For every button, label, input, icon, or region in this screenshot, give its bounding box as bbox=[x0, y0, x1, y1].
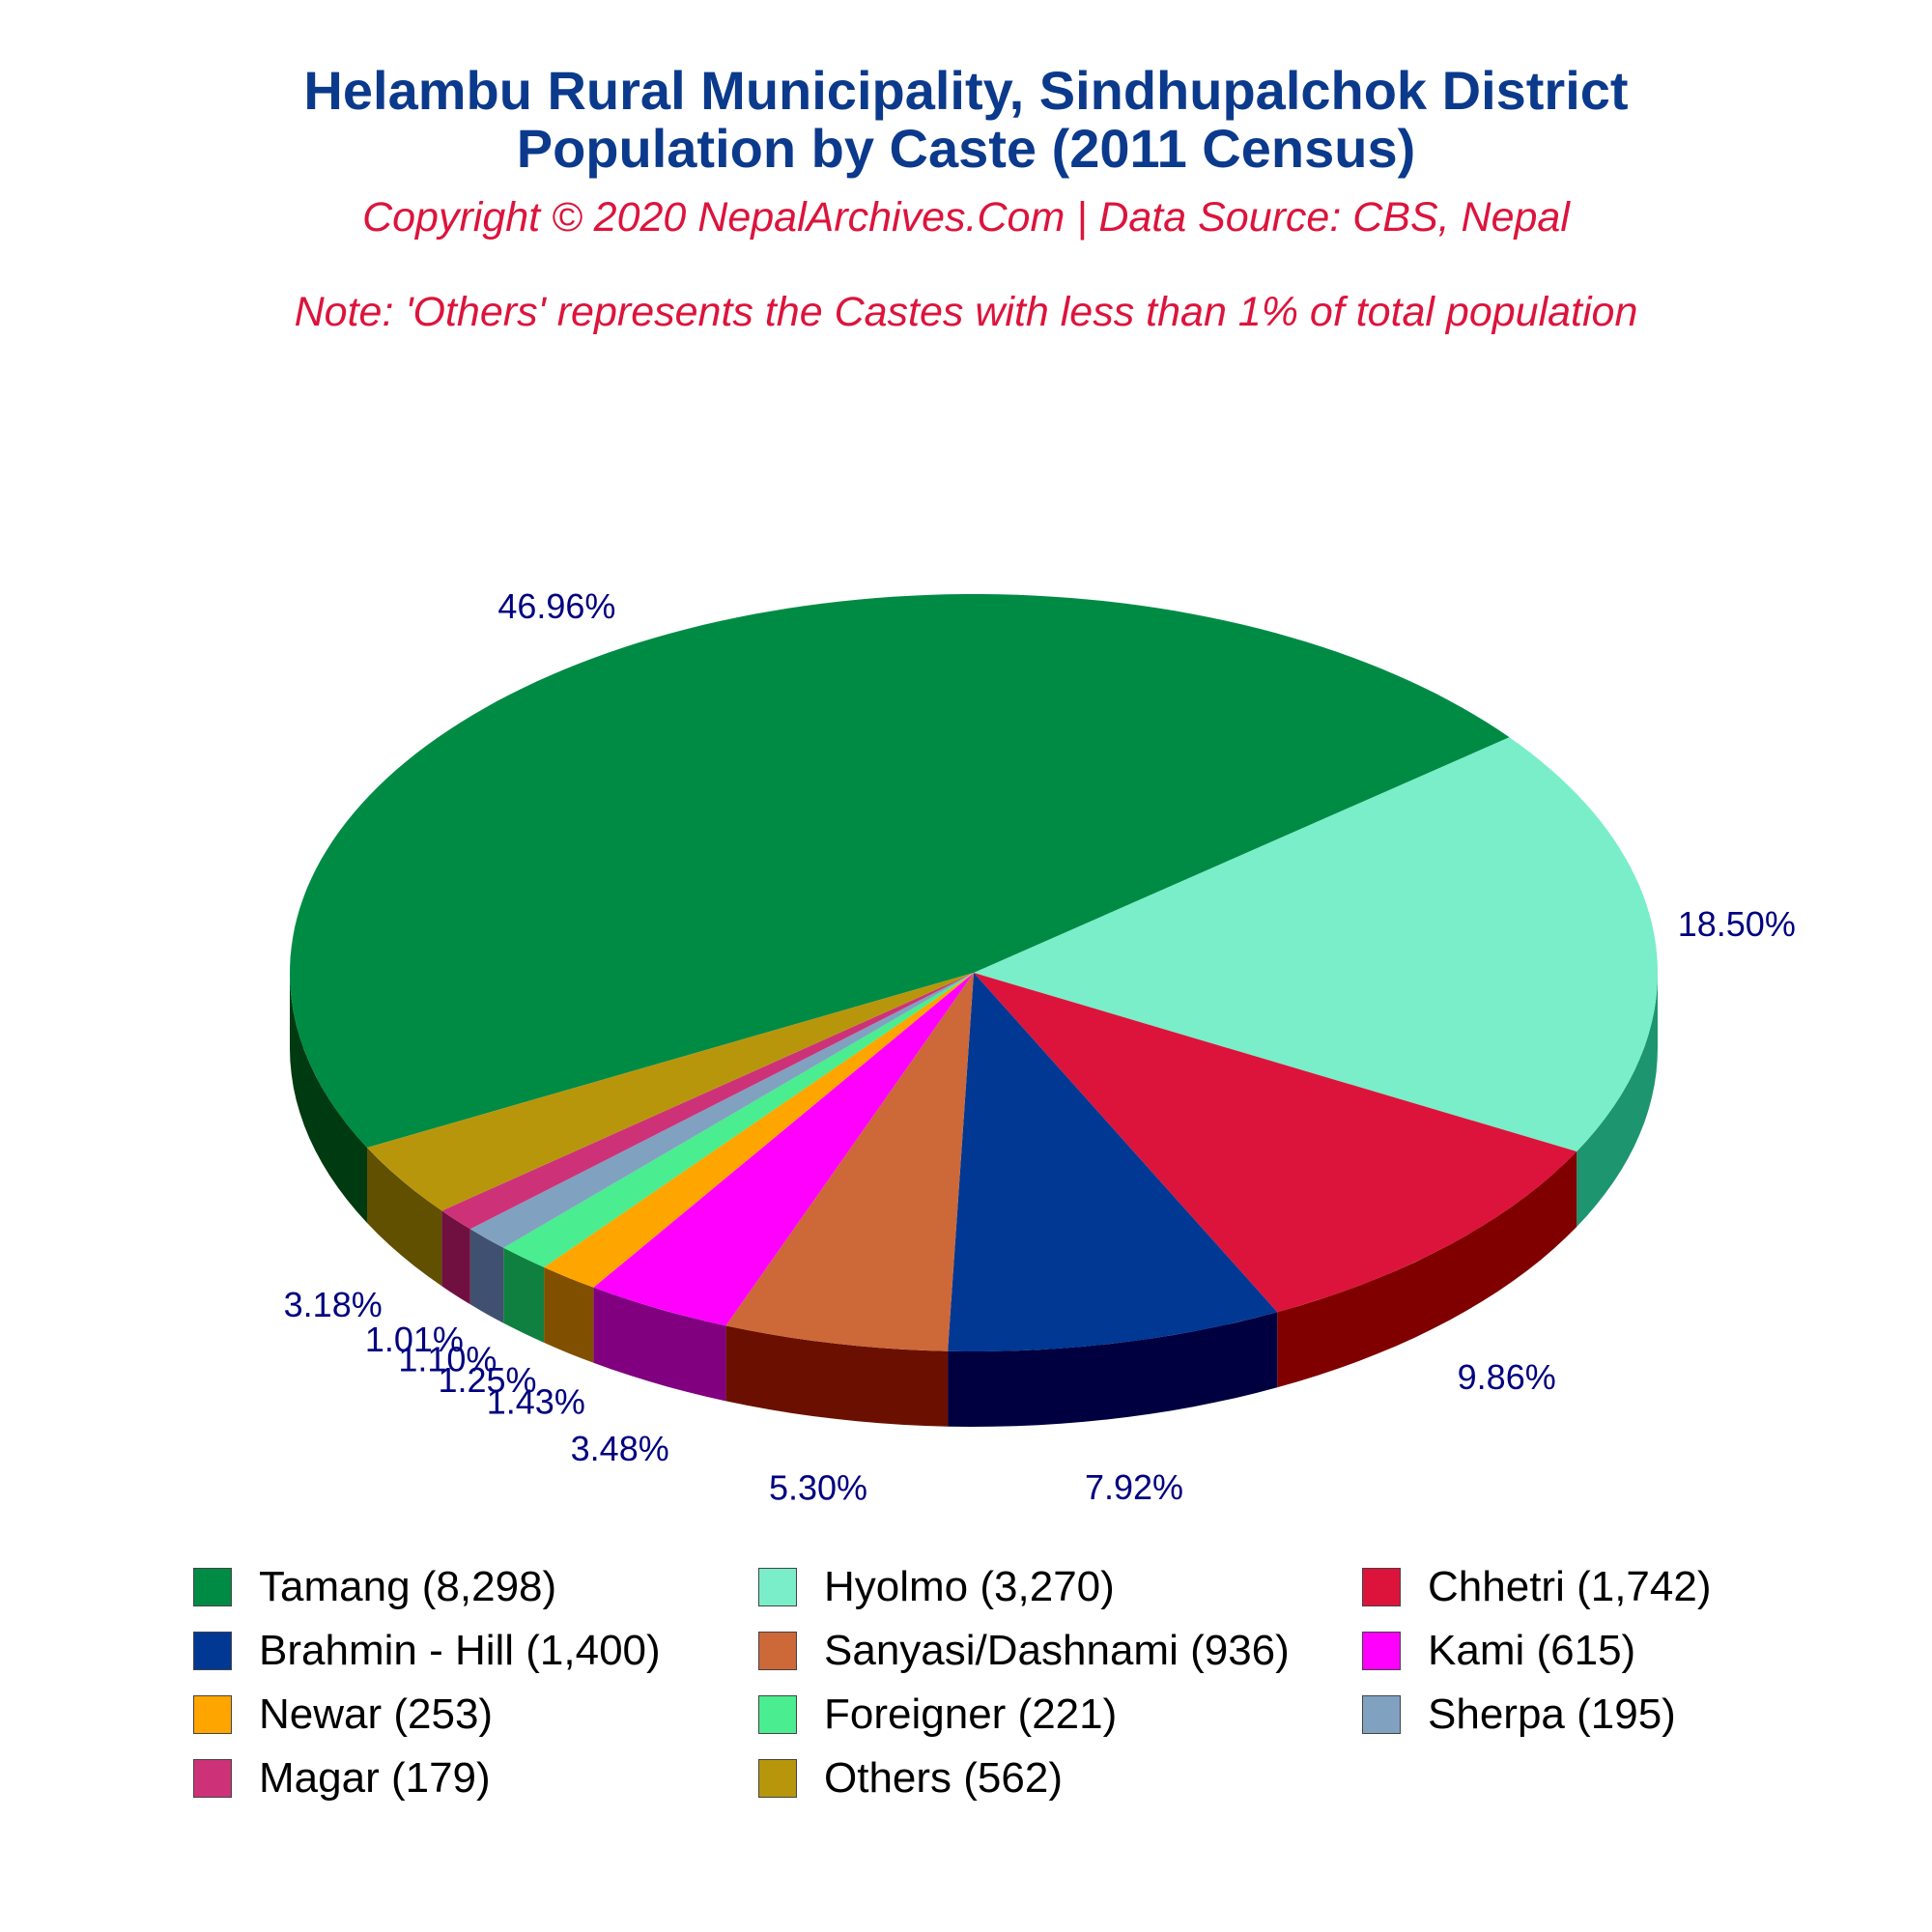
pie-side-sanyasi-dashnami bbox=[725, 1325, 949, 1427]
pie-label-newar: 1.43% bbox=[487, 1382, 585, 1422]
legend-item-tamang: Tamang (8,298) bbox=[193, 1560, 556, 1614]
pie-slice-sanyasi-dashnami bbox=[725, 973, 974, 1351]
legend-item-chhetri: Chhetri (1,742) bbox=[1362, 1560, 1711, 1614]
pie-slice-newar bbox=[544, 973, 974, 1288]
legend-swatch bbox=[193, 1695, 232, 1734]
legend-label: Chhetri (1,742) bbox=[1428, 1563, 1712, 1610]
pie-label-magar: 1.01% bbox=[365, 1320, 464, 1359]
pie-slice-kami bbox=[593, 973, 974, 1326]
pie-slice-brahmin-hill bbox=[948, 973, 1278, 1351]
legend-swatch bbox=[1362, 1632, 1401, 1670]
pie-side-magar bbox=[441, 1210, 470, 1305]
legend-item-newar: Newar (253) bbox=[193, 1688, 493, 1742]
legend-item-brahmin-hill: Brahmin - Hill (1,400) bbox=[193, 1624, 661, 1678]
legend-item-hyolmo: Hyolmo (3,270) bbox=[758, 1560, 1115, 1614]
chart-title-line1: Helambu Rural Municipality, Sindhupalcho… bbox=[303, 60, 1629, 121]
legend-swatch bbox=[758, 1568, 797, 1606]
legend-label: Magar (179) bbox=[259, 1754, 491, 1802]
pie-side-sherpa bbox=[469, 1229, 504, 1323]
chart-note: Note: 'Others' represents the Castes wit… bbox=[294, 289, 1638, 335]
chart-title-line2: Population by Caste (2011 Census) bbox=[516, 118, 1416, 179]
legend-swatch bbox=[193, 1568, 232, 1606]
pie-side-others bbox=[367, 1148, 442, 1287]
legend-item-magar: Magar (179) bbox=[193, 1751, 491, 1805]
pie-slice-foreigner bbox=[503, 973, 974, 1267]
pie-label-hyolmo: 18.50% bbox=[1678, 904, 1796, 944]
legend-item-kami: Kami (615) bbox=[1362, 1624, 1635, 1678]
legend-item-others: Others (562) bbox=[758, 1751, 1063, 1805]
pie-slice-sherpa bbox=[469, 973, 974, 1248]
pie-side-foreigner bbox=[503, 1247, 545, 1343]
legend-label: Kami (615) bbox=[1428, 1627, 1636, 1674]
pie-label-foreigner: 1.25% bbox=[438, 1360, 536, 1400]
pie-label-brahmin-hill: 7.92% bbox=[1085, 1467, 1183, 1507]
legend-label: Foreigner (221) bbox=[824, 1690, 1118, 1738]
pie-label-sherpa: 1.10% bbox=[398, 1340, 497, 1379]
chart-subtitle: Copyright © 2020 NepalArchives.Com | Dat… bbox=[362, 194, 1570, 241]
pie-side-kami bbox=[593, 1287, 726, 1402]
pie-label-tamang: 46.96% bbox=[497, 586, 615, 626]
pie-label-others: 3.18% bbox=[284, 1285, 383, 1324]
legend-item-sherpa: Sherpa (195) bbox=[1362, 1688, 1676, 1742]
pie-slice-others bbox=[367, 973, 974, 1211]
legend-swatch bbox=[193, 1632, 232, 1670]
pie-side-hyolmo bbox=[1577, 973, 1658, 1227]
pie-percent-labels: 46.96% 18.50% 9.86% 7.92% 5.30% 3.48% 1.43%1.2… bbox=[284, 586, 1796, 1507]
legend-label: Newar (253) bbox=[259, 1690, 494, 1738]
legend-swatch bbox=[758, 1632, 797, 1670]
legend-label: Hyolmo (3,270) bbox=[824, 1563, 1115, 1610]
pie-side-brahmin-hill bbox=[948, 1312, 1278, 1427]
legend-swatch bbox=[758, 1759, 797, 1798]
legend-label: Others (562) bbox=[824, 1754, 1063, 1802]
legend-swatch bbox=[193, 1759, 232, 1798]
legend-swatch bbox=[1362, 1695, 1401, 1734]
pie-label-sanyasi-dashnami: 5.30% bbox=[769, 1467, 867, 1507]
pie-top bbox=[290, 594, 1658, 1351]
legend-label: Brahmin - Hill (1,400) bbox=[259, 1627, 661, 1674]
pie-label-chhetri: 9.86% bbox=[1458, 1357, 1556, 1397]
legend-item-sanyasi-dashnami: Sanyasi/Dashnami (936) bbox=[758, 1624, 1290, 1678]
legend-label: Tamang (8,298) bbox=[259, 1563, 557, 1610]
pie-slice-chhetri bbox=[974, 973, 1577, 1313]
pie-slice-magar bbox=[441, 973, 974, 1230]
pie-side-tamang bbox=[290, 973, 367, 1223]
legend-label: Sherpa (195) bbox=[1428, 1690, 1676, 1738]
legend-label: Sanyasi/Dashnami (936) bbox=[824, 1627, 1290, 1674]
pie-label-kami: 3.48% bbox=[571, 1429, 669, 1468]
legend-swatch bbox=[758, 1695, 797, 1734]
pie-slice-tamang bbox=[290, 594, 1510, 1148]
legend-swatch bbox=[1362, 1568, 1401, 1606]
pie-sides bbox=[290, 973, 1658, 1427]
pie-side-chhetri bbox=[1277, 1151, 1577, 1388]
pie-side-newar bbox=[544, 1266, 594, 1363]
pie-slice-hyolmo bbox=[974, 737, 1658, 1151]
legend-item-foreigner: Foreigner (221) bbox=[758, 1688, 1117, 1742]
